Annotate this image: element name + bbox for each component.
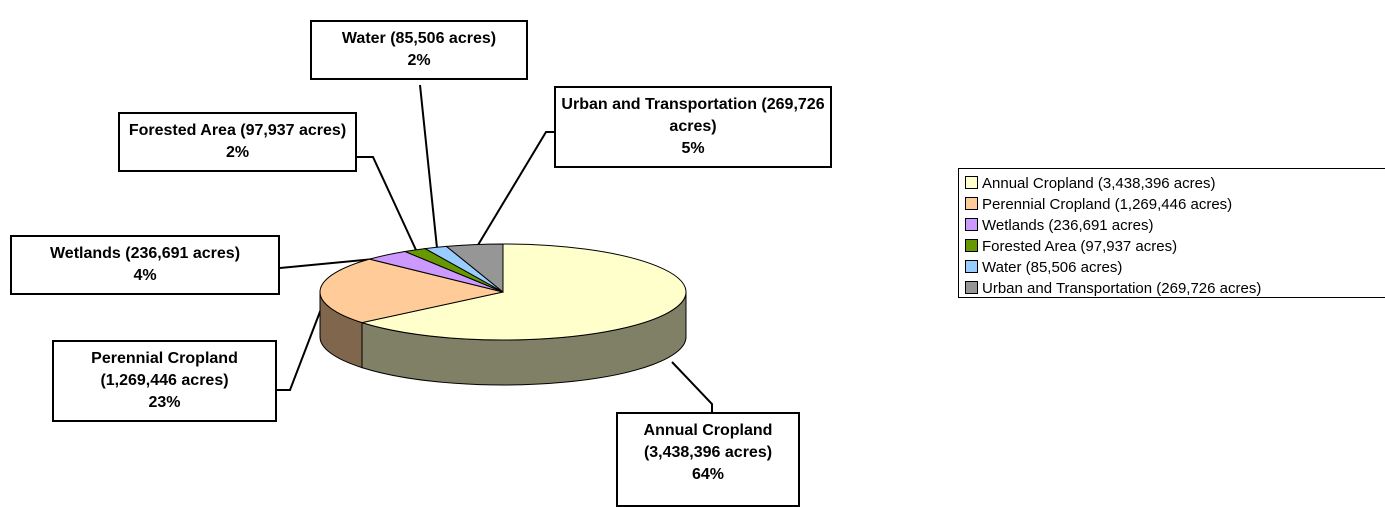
legend-label: Perennial Cropland (1,269,446 acres) [982,196,1233,213]
callout: Forested Area (97,937 acres) 2% [118,112,357,172]
callout: Water (85,506 acres) 2% [310,20,528,80]
pie-slice [319,258,504,324]
pie [319,243,687,386]
legend-item: Wetlands (236,691 acres) [965,215,1385,236]
legend-swatch [965,260,978,273]
pie-slice [445,243,504,294]
callout-category: Forested Area (97,937 acres) [128,122,347,139]
legend-label: Wetlands (236,691 acres) [982,217,1154,234]
callout-value: 2% [407,52,431,69]
callout: Urban and Transportation (269,726 acres)… [554,86,832,168]
callout: Annual Cropland (3,438,396 acres) 64% [616,412,800,507]
pie-slice [360,243,687,341]
callout-category: Perennial Cropland (1,269,446 acres) [91,350,238,389]
legend-label: Annual Cropland (3,438,396 acres) [982,175,1216,192]
legend-swatch [965,218,978,231]
callout: Perennial Cropland (1,269,446 acres) 23% [52,340,277,422]
leader-lines [277,84,713,412]
legend-swatch [965,176,978,189]
leader-line [419,84,438,249]
callout-value: 5% [681,140,705,157]
leader-line [671,361,713,412]
legend-label: Water (85,506 acres) [982,259,1123,276]
legend: Annual Cropland (3,438,396 acres) Perenni… [958,168,1385,298]
leader-line [277,295,327,391]
callout-category: Water (85,506 acres) [341,30,497,47]
callout-value: 64% [691,466,725,483]
callout-value: 23% [148,394,181,411]
legend-swatch [965,197,978,210]
leader-line [477,131,554,246]
legend-item: Water (85,506 acres) [965,257,1385,278]
legend-swatch [965,281,978,294]
callout-category: Urban and Transportation (269,726 acres) [561,96,825,135]
legend-item: Forested Area (97,937 acres) [965,236,1385,257]
legend-item: Annual Cropland (3,438,396 acres) [965,173,1385,194]
leader-line [357,156,417,251]
callout: Wetlands (236,691 acres) 4% [10,235,280,295]
legend-label: Urban and Transportation (269,726 acres) [982,280,1262,297]
legend-item: Perennial Cropland (1,269,446 acres) [965,194,1385,215]
callout-value: 2% [225,144,250,161]
callout-value: 4% [133,267,157,284]
callout-category: Wetlands (236,691 acres) [49,245,241,262]
legend-label: Forested Area (97,937 acres) [982,238,1178,255]
legend-swatch [965,239,978,252]
callout-category: Annual Cropland (3,438,396 acres) [643,422,773,461]
legend-item: Urban and Transportation (269,726 acres) [965,278,1385,299]
